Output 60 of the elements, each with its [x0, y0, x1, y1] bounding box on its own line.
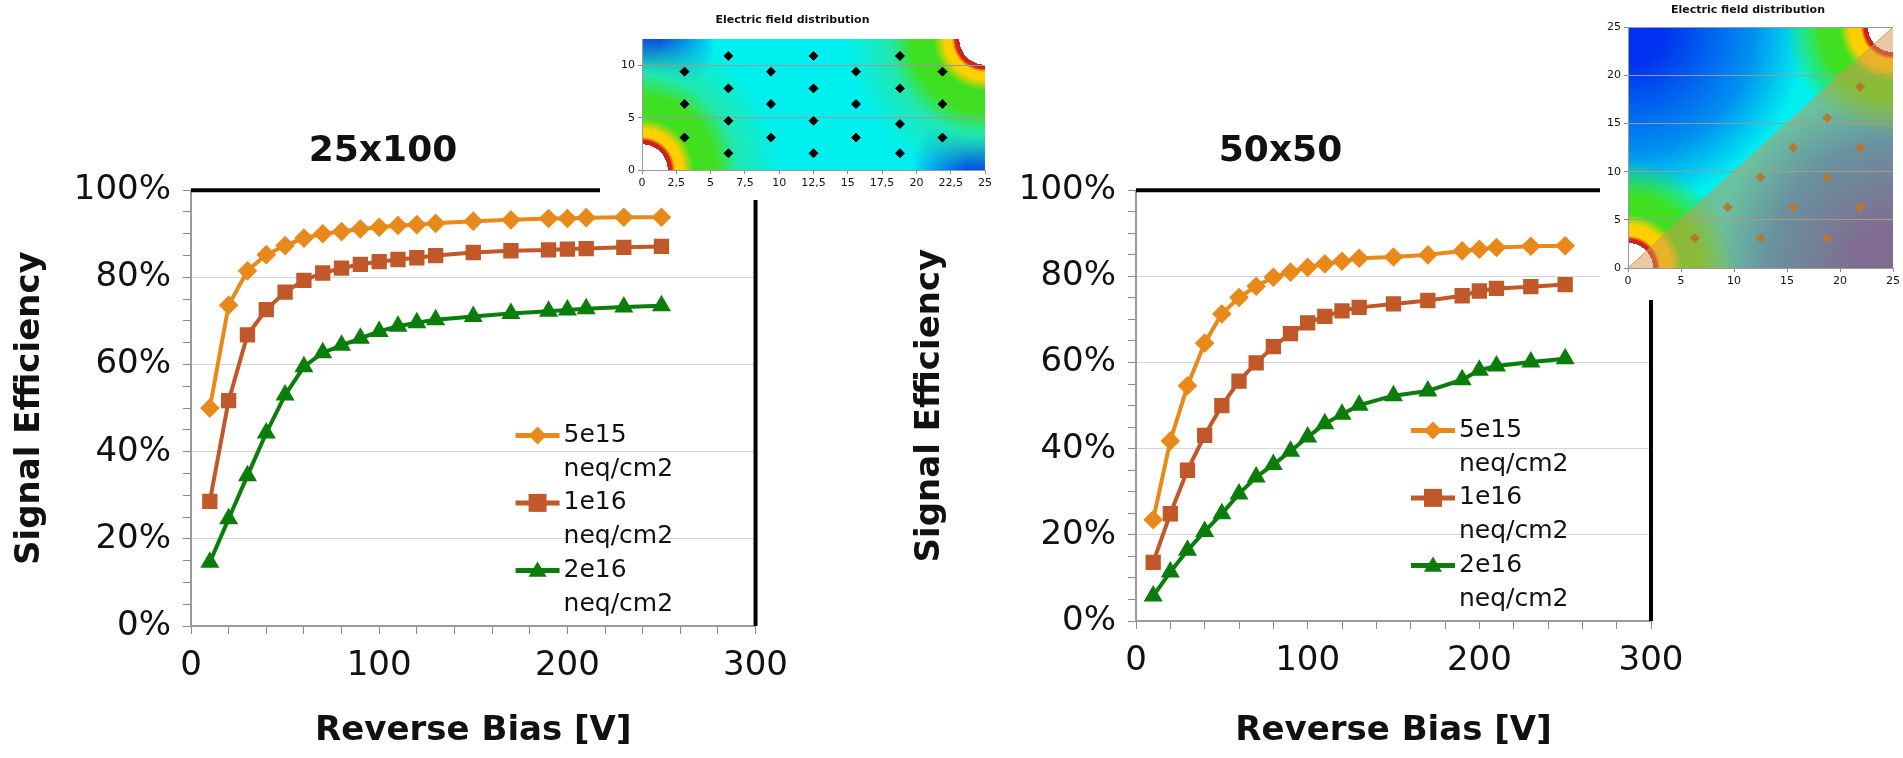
x-tick-label: 2,5 — [667, 176, 686, 190]
legend-label: 5e15 neq/cm2 — [563, 418, 674, 482]
x-tick-label: 25 — [978, 176, 992, 190]
chart-title: 25x100 — [308, 127, 458, 169]
x-axis-title: Reverse Bias [V] — [315, 708, 632, 749]
legend-label: 5e15 neq/cm2 — [1459, 413, 1569, 477]
x-tick-label: 10 — [772, 176, 787, 190]
legend-label: 1e16 neq/cm2 — [1459, 481, 1569, 545]
x-tick-label: 17,5 — [869, 176, 895, 190]
chart-title: 50x50 — [1218, 127, 1343, 169]
x-tick-label: 20 — [909, 176, 924, 190]
y-tick-label: 25 — [1607, 20, 1621, 34]
x-tick-label: 200 — [1446, 638, 1512, 679]
x-tick-label: 12,5 — [801, 176, 826, 190]
y-tick-label: 0 — [1614, 260, 1621, 274]
x-tick-label: 300 — [723, 643, 789, 684]
y-tick-label: 80% — [95, 254, 171, 295]
y-tick-label: 60% — [95, 341, 171, 382]
x-tick-label: 22,5 — [938, 176, 963, 190]
y-tick-label: 40% — [1040, 425, 1116, 466]
x-tick-label: 10 — [1727, 274, 1741, 288]
y-tick-label: 40% — [95, 428, 171, 469]
legend-label: 2e16 neq/cm2 — [1459, 548, 1569, 612]
x-tick-label: 300 — [1618, 638, 1684, 679]
x-tick-label: 0 — [1624, 274, 1632, 288]
y-tick-label: 0 — [628, 162, 635, 176]
y-tick-label: 80% — [1040, 253, 1116, 294]
y-tick-label: 100% — [73, 167, 171, 208]
y-tick-label: 60% — [1040, 339, 1116, 380]
x-tick-label: 0 — [638, 176, 646, 190]
y-tick-label: 5 — [1614, 212, 1621, 226]
chart-title: Electric field distribution — [1671, 3, 1825, 17]
legend-label: 2e16 neq/cm2 — [563, 553, 674, 617]
y-tick-label: 15 — [1607, 116, 1621, 130]
chart-title: Electric field distribution — [715, 13, 870, 27]
y-tick-label: 20 — [1607, 68, 1621, 82]
x-tick-label: 5 — [707, 176, 715, 190]
legend-label: 1e16 neq/cm2 — [563, 486, 674, 550]
y-tick-label: 10 — [1607, 164, 1621, 178]
x-tick-label: 0 — [1125, 638, 1147, 679]
x-tick-label: 5 — [1677, 274, 1685, 288]
y-tick-label: 5 — [628, 110, 635, 124]
x-tick-label: 20 — [1833, 274, 1847, 288]
x-tick-label: 15 — [1780, 274, 1794, 288]
y-axis-title: Signal Efficiency — [907, 248, 948, 563]
x-tick-label: 7,5 — [736, 176, 754, 190]
y-tick-label: 20% — [1040, 511, 1116, 552]
y-tick-label: 20% — [95, 515, 171, 556]
x-tick-label: 100 — [346, 643, 412, 684]
x-tick-label: 25 — [1886, 274, 1900, 288]
y-tick-label: 100% — [1018, 167, 1116, 208]
y-tick-label: 0% — [117, 602, 171, 643]
x-tick-label: 15 — [840, 176, 855, 190]
y-tick-label: 10 — [621, 58, 635, 72]
x-tick-label: 200 — [534, 643, 600, 684]
y-tick-label: 0% — [1062, 597, 1116, 638]
x-tick-label: 100 — [1275, 638, 1341, 679]
y-axis-title: Signal Efficiency — [7, 251, 48, 565]
x-axis-title: Reverse Bias [V] — [1235, 708, 1552, 749]
x-tick-label: 0 — [180, 643, 202, 684]
